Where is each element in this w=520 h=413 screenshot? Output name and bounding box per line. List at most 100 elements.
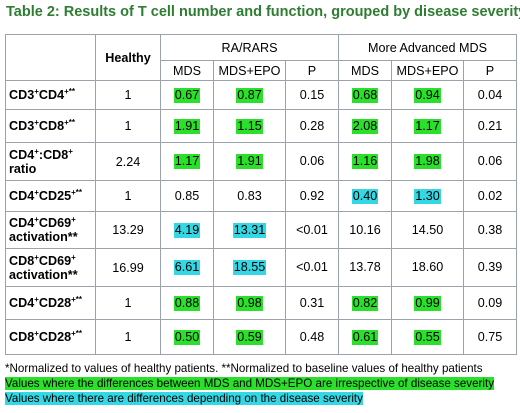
legend-green: Values where the differences between MDS… [5, 376, 495, 391]
cell-value: 0.83 [213, 180, 286, 212]
cell-value: 0.15 [285, 80, 339, 110]
cell-value: 10.16 [338, 211, 392, 249]
cell-value-text: 0.39 [477, 260, 503, 274]
cell-value: 0.38 [463, 211, 517, 249]
cell-value: 18.55 [213, 248, 286, 287]
cell-value-text: 0.50 [173, 329, 201, 345]
cell-value-text: 0.55 [414, 329, 441, 345]
cell-value: 0.61 [338, 319, 392, 355]
cell-value-text: 0.15 [299, 87, 325, 102]
cell-value: 0.09 [463, 286, 517, 320]
row-label: CD4+CD25+** [5, 180, 96, 212]
cell-value: 0.39 [463, 248, 517, 287]
cell-healthy: 16.99 [95, 248, 161, 287]
cell-value-text: 0.98 [236, 295, 263, 311]
cell-value: 1.91 [160, 109, 214, 143]
cell-value-text: 13.78 [349, 260, 381, 274]
legend-cyan: Values where there are differences depen… [5, 391, 494, 406]
cell-value: 0.94 [391, 80, 464, 110]
cell-value: 0.48 [285, 319, 339, 355]
cell-value: <0.01 [285, 248, 339, 287]
cell-value: 0.06 [285, 142, 339, 181]
cell-value: 4.19 [160, 211, 214, 249]
table-row: CD3+CD8+** 1 1.91 1.15 0.28 2.08 1.17 0.21 [5, 109, 517, 143]
table-row: CD8+CD69+ activation** 16.99 6.61 18.55 <0.01… [5, 248, 517, 287]
cell-value: 0.98 [213, 286, 286, 320]
cell-value: 18.60 [391, 248, 464, 287]
cell-value: 13.31 [213, 211, 286, 249]
cell-value: 0.50 [160, 319, 214, 355]
cell-healthy: 1 [95, 80, 161, 110]
cell-value: 0.87 [213, 80, 286, 110]
cell-value: 0.88 [160, 286, 214, 320]
cell-value: 0.55 [391, 319, 464, 355]
cell-healthy: 1 [95, 319, 161, 355]
legend-green-text: Values where the differences between MDS… [5, 377, 495, 390]
table-row: CD4+CD25+** 1 0.85 0.83 0.92 0.40 1.30 0.02 [5, 180, 517, 212]
cell-value: 0.85 [160, 180, 214, 212]
row-label: CD4+CD69+ activation** [5, 211, 96, 249]
cell-value-text: 0.40 [351, 188, 379, 204]
cell-healthy: 1 [95, 109, 161, 143]
cell-value-text: 10.16 [349, 222, 381, 237]
cell-healthy: 1 [95, 180, 161, 212]
cell-value-text: 18.60 [411, 260, 444, 274]
cell-value-text: 1.15 [236, 118, 263, 134]
cell-value-text: 1.17 [414, 118, 441, 134]
cell-value-text: 0.02 [477, 188, 503, 203]
cell-value-text: 1.91 [173, 118, 201, 134]
cell-value: 1.16 [338, 142, 392, 181]
row-label: CD8+CD28+** [5, 319, 96, 355]
cell-value-text: 0.09 [477, 295, 503, 310]
cell-value-text: 0.06 [477, 154, 503, 168]
cell-healthy: 13.29 [95, 211, 161, 249]
cell-value-text: 14.50 [411, 222, 444, 237]
cell-value: 1.17 [160, 142, 214, 181]
cell-value-text: 0.85 [174, 188, 200, 203]
results-table: Healthy RA/RARS More Advanced MDS MDS MD… [5, 34, 517, 355]
row-label: CD4+:CD8+ ratio [5, 142, 96, 181]
header-group-ra-rars: RA/RARS [160, 34, 339, 61]
cell-value-text: 0.82 [351, 295, 379, 311]
cell-value-text: 1.98 [414, 154, 441, 169]
table-title: Table 2: Results of T cell number and fu… [6, 4, 520, 20]
header-mds: MDS [338, 60, 392, 81]
cell-value: 1.91 [213, 142, 286, 181]
cell-value: 0.31 [285, 286, 339, 320]
header-p: P [463, 60, 517, 81]
cell-value-text: 0.88 [173, 295, 201, 311]
row-label: CD8+CD69+ activation** [5, 248, 96, 287]
cell-value: 0.40 [338, 180, 392, 212]
table-row: CD4+:CD8+ ratio 2.24 1.17 1.91 0.06 1.16 1.98 0… [5, 142, 517, 181]
cell-value: 13.78 [338, 248, 392, 287]
cell-value-text: 0.68 [351, 87, 379, 103]
footnote-normalized: *Normalized to values of healthy patient… [5, 362, 483, 375]
cell-value-text: 6.61 [173, 260, 201, 275]
cell-value-text: 4.19 [173, 222, 201, 238]
cell-value-text: 1.17 [173, 154, 201, 169]
legend-cyan-text: Values where there are differences depen… [5, 392, 363, 405]
cell-value: 0.04 [463, 80, 517, 110]
cell-value-text: 0.94 [414, 87, 441, 103]
corner-cell [5, 34, 96, 81]
cell-value: 1.30 [391, 180, 464, 212]
header-p: P [285, 60, 339, 81]
cell-value-text: 0.67 [173, 87, 201, 103]
cell-value-text: 0.92 [299, 188, 325, 203]
cell-value-text: 0.87 [236, 87, 263, 103]
cell-value: 0.82 [338, 286, 392, 320]
row-label: CD3+CD4+** [5, 80, 96, 110]
cell-value-text: <0.01 [296, 260, 328, 274]
cell-value-text: 13.31 [232, 222, 267, 238]
cell-value-text: 0.06 [299, 154, 325, 168]
cell-value: 0.28 [285, 109, 339, 143]
cell-value: 0.21 [463, 109, 517, 143]
cell-value: <0.01 [285, 211, 339, 249]
footnotes: *Normalized to values of healthy patient… [5, 361, 495, 406]
header-row-groups: Healthy RA/RARS More Advanced MDS [5, 34, 517, 81]
cell-value-text: 2.08 [351, 118, 379, 134]
table-body: CD3+CD4+** 1 0.67 0.87 0.15 0.68 0.94 0.04 CD3+C… [5, 80, 517, 355]
cell-value: 0.02 [463, 180, 517, 212]
cell-value: 1.17 [391, 109, 464, 143]
table-row: CD8+CD28+** 1 0.50 0.59 0.48 0.61 0.55 0.75 [5, 319, 517, 355]
